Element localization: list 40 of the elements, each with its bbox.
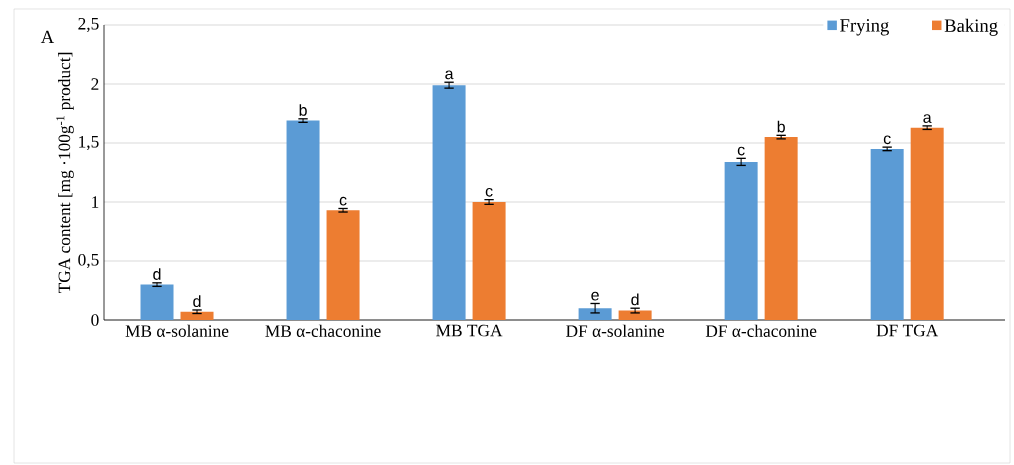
x-tick-label: MB TGA xyxy=(436,324,503,337)
data-label: b xyxy=(777,120,785,133)
y-tick-label: 0 xyxy=(91,314,99,326)
bar xyxy=(870,148,904,320)
bar xyxy=(326,210,360,320)
y-tick-label: 1,5 xyxy=(79,135,99,151)
y-tick-label: 2,5 xyxy=(78,17,99,33)
x-tick-label: DF α-solanine xyxy=(566,324,665,337)
x-tick-label: DF TGA xyxy=(876,324,939,337)
bar xyxy=(472,202,506,320)
data-label: d xyxy=(153,268,161,280)
legend-label: Frying xyxy=(840,19,889,36)
data-label: d xyxy=(631,293,639,306)
bar xyxy=(180,311,214,320)
x-tick-label: MB α-solanine xyxy=(125,324,229,337)
data-label: c xyxy=(339,196,347,206)
bar xyxy=(578,308,612,320)
y-tick-label: 2 xyxy=(91,78,99,90)
x-tick-label: MB α-chaconine xyxy=(265,324,381,337)
y-tick-label: 1 xyxy=(92,196,99,208)
text: A xyxy=(40,30,55,43)
data-label: a xyxy=(923,114,932,123)
data-label: e xyxy=(591,291,599,301)
data-label: c xyxy=(737,146,745,156)
data-label: c xyxy=(883,135,891,145)
bar xyxy=(140,284,174,320)
data-label: d xyxy=(193,295,201,308)
bar xyxy=(910,127,944,320)
bar xyxy=(618,310,652,320)
legend-label: Baking xyxy=(944,18,998,36)
bar xyxy=(724,161,758,320)
bar xyxy=(286,120,320,320)
y-tick-label: 0,5 xyxy=(78,253,99,269)
data-label: a xyxy=(445,70,454,80)
bar xyxy=(764,137,798,320)
bar xyxy=(432,85,466,320)
data-label: b xyxy=(299,104,307,116)
data-label: c xyxy=(485,187,493,197)
x-tick-label: DF α-chaconine xyxy=(705,324,817,337)
y-axis-title: TGA content [mg ·100g$^{-1}$ product] xyxy=(56,52,74,294)
